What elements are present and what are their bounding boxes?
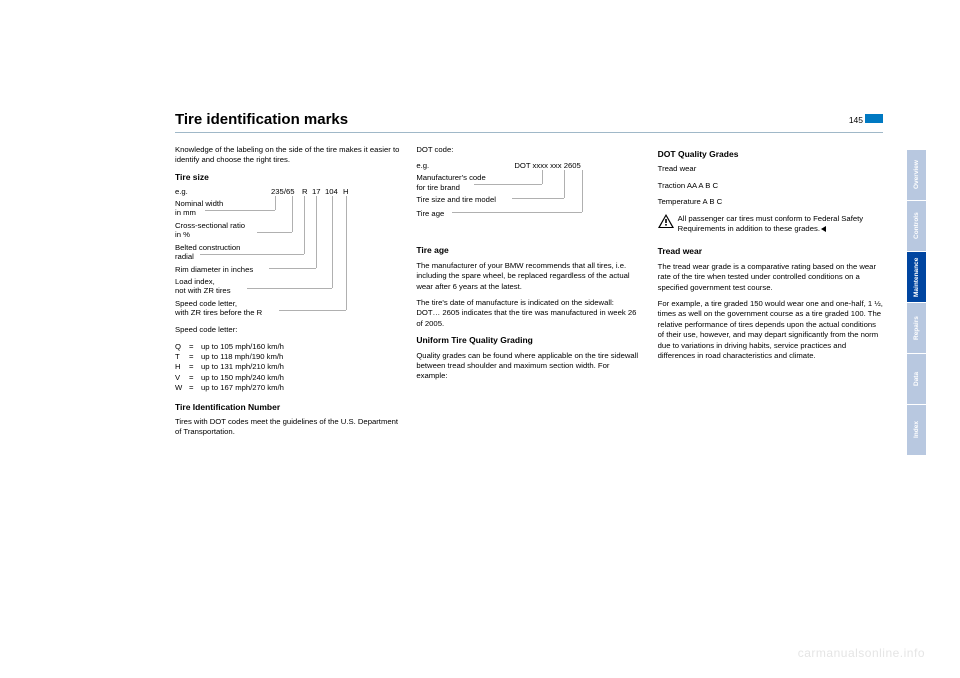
caution-block: All passenger car tires must con­form to… (658, 214, 883, 241)
code-a: 235/65 (271, 187, 295, 196)
utqg-heading: Uniform Tire Quality Grading (416, 335, 641, 346)
column-1: Knowledge of the labeling on the side of… (175, 145, 400, 444)
code-b: R (302, 187, 308, 196)
page-number: 145 (849, 115, 863, 125)
diag-line (332, 196, 333, 288)
diag-line (292, 196, 293, 232)
diag-line (512, 198, 564, 199)
utqg-p1: Quality grades can be found where applic… (416, 351, 641, 382)
label-rim: Rim diameter in inches (175, 265, 253, 274)
page: Tire identification marks 145 Knowledge … (0, 0, 960, 678)
tab-index[interactable]: Index (907, 405, 926, 455)
code-d: 104 (325, 187, 338, 196)
intro-text: Knowledge of the labeling on the side of… (175, 145, 400, 166)
label-belted: Belted construction radial (175, 243, 240, 261)
tin-text: Tires with DOT codes meet the guide­line… (175, 417, 400, 438)
caution-text: All passenger car tires must con­form to… (678, 214, 883, 235)
diag-line (452, 212, 582, 213)
column-2: DOT code: e.g. DOT xxxx xxx 2605 Manufac… (416, 145, 641, 444)
diag-line (542, 170, 543, 184)
tread-p2: For example, a tire graded 150 would wea… (658, 299, 883, 361)
speed-row: W=up to 167 mph/270 km/h (175, 383, 400, 393)
dot-age: Tire age (416, 209, 444, 218)
diag-line (279, 310, 346, 311)
dot-eg: e.g. (416, 161, 429, 170)
diag-line (346, 196, 347, 310)
diag-line (582, 170, 583, 212)
side-tabs: Overview Controls Maintenance Repairs Da… (907, 150, 926, 455)
diag-line (474, 184, 542, 185)
dot-mfr: Manufacturer's code for tire brand (416, 173, 485, 191)
tire-age-p1: The manufacturer of your BMW recom­mends… (416, 261, 641, 292)
content-area: Tire identification marks 145 Knowledge … (175, 110, 883, 444)
tire-age-p2: The tire's date of manufacture is indi­c… (416, 298, 641, 329)
diag-line (257, 232, 292, 233)
warning-icon (658, 214, 674, 228)
speed-letter-heading: Speed code letter: (175, 325, 400, 335)
diag-line (247, 288, 332, 289)
speed-row: T=up to 118 mph/190 km/h (175, 352, 400, 362)
dot-code-label: DOT code: (416, 145, 641, 155)
page-title: Tire identification marks (175, 111, 348, 128)
label-nominal: Nominal width in mm (175, 199, 223, 217)
tread-heading: Tread wear (658, 246, 883, 257)
tin-heading: Tire Identification Number (175, 402, 400, 413)
speed-row: H=up to 131 mph/210 km/h (175, 362, 400, 372)
tread-p1: The tread wear grade is a comparative ra… (658, 262, 883, 293)
diag-line (275, 196, 276, 210)
tire-size-diagram: e.g. 235/65 R 17 104 H Nominal width in … (175, 187, 400, 321)
columns: Knowledge of the labeling on the side of… (175, 145, 883, 444)
tire-age-heading: Tire age (416, 245, 641, 256)
page-number-group: 145 (849, 110, 883, 128)
code-c: 17 (312, 187, 321, 196)
column-3: DOT Quality Grades Tread wear Traction A… (658, 145, 883, 444)
dqg-l1: Tread wear (658, 164, 883, 174)
dot-size: Tire size and tire model (416, 195, 496, 204)
header-row: Tire identification marks 145 (175, 110, 883, 128)
watermark: carmanualsonline.info (798, 646, 925, 660)
end-mark-icon (821, 226, 826, 232)
dot-code: DOT xxxx xxx 2605 (514, 161, 581, 170)
speed-row: V=up to 150 mph/240 km/h (175, 373, 400, 383)
diag-line (564, 170, 565, 198)
diag-line (316, 196, 317, 268)
dqg-l3: Temperature A B C (658, 197, 883, 207)
speed-table: Q=up to 105 mph/160 km/h T=up to 118 mph… (175, 342, 400, 394)
tab-data[interactable]: Data (907, 354, 926, 404)
code-e: H (343, 187, 349, 196)
label-load: Load index, not with ZR tires (175, 277, 231, 295)
dqg-l2: Traction AA A B C (658, 181, 883, 191)
title-underline (175, 132, 883, 133)
speed-row: Q=up to 105 mph/160 km/h (175, 342, 400, 352)
tab-repairs[interactable]: Repairs (907, 303, 926, 353)
diag-line (200, 254, 304, 255)
diag-line (269, 268, 316, 269)
dqg-heading: DOT Quality Grades (658, 149, 883, 160)
dot-diagram: e.g. DOT xxxx xxx 2605 Manufacturer's co… (416, 161, 641, 241)
tab-overview[interactable]: Overview (907, 150, 926, 200)
diag-line (304, 196, 305, 254)
tab-controls[interactable]: Controls (907, 201, 926, 251)
label-speed: Speed code letter, with ZR tires before … (175, 299, 262, 317)
page-number-bar (865, 114, 883, 123)
eg-label: e.g. (175, 187, 188, 196)
tab-maintenance[interactable]: Maintenance (907, 252, 926, 302)
tire-size-heading: Tire size (175, 172, 400, 183)
label-cross: Cross-sectional ratio in % (175, 221, 245, 239)
diag-line (205, 210, 275, 211)
